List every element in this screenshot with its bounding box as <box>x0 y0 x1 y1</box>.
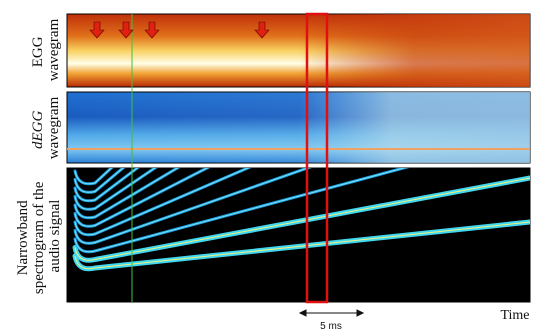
label-line: spectrogram of the <box>31 181 47 294</box>
harmonic-core <box>74 168 124 193</box>
label-line: EGG <box>30 36 46 67</box>
label-line: wavegram <box>46 18 62 81</box>
arrows <box>89 21 270 39</box>
egg-texture <box>67 14 530 87</box>
harmonic-core <box>74 168 179 219</box>
scale-label: 5 ms <box>320 321 342 332</box>
panel-label: EGG wavegram <box>30 18 62 81</box>
label-line: wavegram <box>46 96 62 159</box>
axis-label: Time <box>500 308 529 323</box>
panel-label: Narrowband spectrogram of the audio sign… <box>15 178 63 294</box>
panel-label: dEGG wavegram <box>30 96 62 159</box>
degg-texture <box>67 92 530 163</box>
harmonic-core <box>74 168 139 202</box>
spectrogram <box>66 167 531 303</box>
harmonic-core <box>74 221 530 270</box>
harmonic-core <box>74 168 406 253</box>
harmonics <box>72 168 530 272</box>
highlight-box <box>305 12 329 304</box>
label-line: dEGG <box>30 111 46 149</box>
harmonic-core <box>74 168 310 244</box>
harmonic-core <box>74 168 113 185</box>
label-line: audio signal <box>47 200 63 273</box>
harmonic-core <box>74 177 530 261</box>
harmonic-core <box>74 168 249 236</box>
label-line: Narrowband <box>15 200 31 275</box>
harmonic-core <box>74 168 156 210</box>
scale-bar <box>298 309 365 317</box>
harmonic-core <box>74 168 209 227</box>
